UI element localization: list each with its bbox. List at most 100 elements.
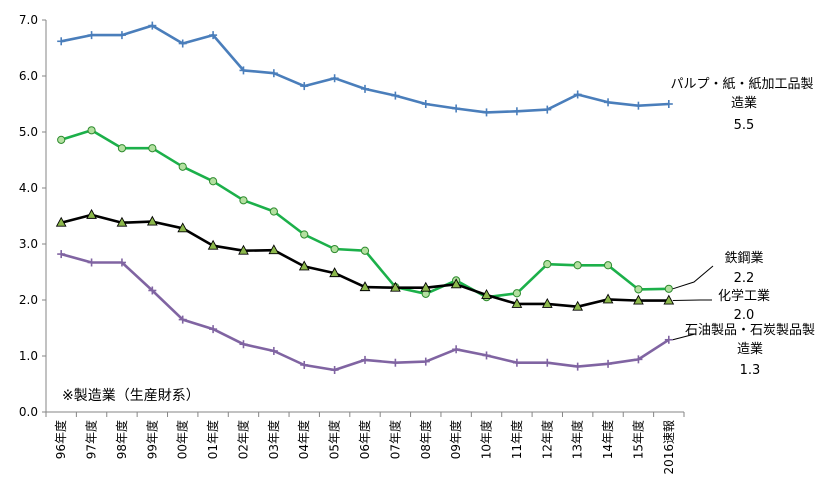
x-tick-label: 11年度: [509, 420, 524, 459]
y-tick-label: 6.0: [19, 69, 38, 83]
data-point: [359, 281, 371, 292]
data-point: [300, 82, 309, 91]
x-tick-label: 96年度: [53, 420, 68, 459]
x-tick-label: 2016速報: [662, 420, 676, 475]
x-tick-label: 05年度: [327, 420, 342, 459]
series-line-1: [60, 129, 669, 299]
data-point: [87, 258, 96, 267]
data-point: [269, 346, 278, 355]
data-point: [573, 90, 582, 99]
x-tick-label: 06年度: [357, 420, 372, 459]
data-point: [57, 135, 66, 144]
x-tick-label: 12年度: [539, 420, 554, 459]
series-value-label: 5.5: [734, 118, 755, 133]
x-tick-label: 00年度: [175, 420, 190, 459]
x-tick-label: 03年度: [266, 420, 281, 459]
data-point: [604, 359, 613, 368]
series-label: 化学工業: [718, 288, 770, 304]
data-point: [421, 100, 430, 108]
data-point: [511, 297, 523, 308]
data-point: [117, 258, 126, 267]
data-point: [664, 284, 673, 293]
data-point: [330, 244, 339, 254]
data-point: [209, 325, 218, 334]
data-point: [178, 39, 187, 48]
leader-line: [672, 299, 712, 302]
series-label: パルプ・紙・紙加工品製: [670, 77, 813, 92]
data-point: [116, 216, 128, 227]
data-point: [178, 162, 187, 171]
data-point: [572, 300, 584, 311]
data-point: [148, 286, 157, 295]
leader-line: [672, 333, 696, 341]
data-point: [208, 177, 218, 186]
data-point: [87, 31, 96, 40]
series-value-label: 1.3: [740, 363, 761, 378]
data-point: [177, 222, 189, 233]
data-point: [209, 31, 218, 40]
data-point: [390, 281, 401, 292]
data-point: [512, 358, 521, 367]
series-line-3: [60, 252, 670, 372]
data-point: [148, 21, 157, 30]
x-tick-label: 02年度: [235, 420, 250, 459]
data-point: [634, 355, 643, 364]
y-tick-label: 7.0: [19, 13, 38, 27]
data-point: [239, 196, 248, 205]
data-point: [146, 215, 158, 226]
data-point: [269, 207, 278, 216]
series-label: 石油製品・石炭製品製: [685, 323, 815, 338]
data-point: [300, 360, 309, 369]
data-point: [269, 69, 278, 78]
data-point: [482, 351, 491, 360]
y-tick-label: 0.0: [19, 405, 38, 419]
x-tick-label: 08年度: [418, 420, 433, 459]
data-point: [330, 366, 339, 374]
data-point: [541, 297, 553, 308]
series-value-label: 2.2: [734, 271, 755, 286]
data-point: [268, 244, 280, 255]
x-tick-label: 14年度: [600, 420, 615, 459]
data-point: [55, 216, 67, 227]
data-point: [452, 104, 461, 113]
data-point: [421, 357, 430, 366]
x-tick-label: 13年度: [570, 420, 585, 459]
y-tick-label: 5.0: [19, 125, 38, 139]
data-point: [178, 315, 187, 324]
data-point: [543, 358, 552, 367]
data-point: [117, 144, 127, 153]
data-point: [602, 293, 614, 304]
x-tick-label: 01年度: [205, 420, 220, 459]
x-tick-label: 15年度: [630, 420, 645, 459]
x-tick-label: 98年度: [114, 420, 129, 459]
data-point: [603, 261, 613, 270]
data-point: [86, 208, 97, 219]
x-tick-label: 04年度: [296, 420, 311, 459]
data-point: [239, 340, 248, 349]
data-point: [57, 37, 66, 46]
data-point: [238, 244, 249, 255]
data-point: [298, 260, 310, 271]
data-point: [207, 239, 219, 250]
data-point: [148, 144, 157, 153]
data-point: [391, 358, 400, 367]
data-point: [663, 294, 675, 305]
data-point: [329, 267, 340, 278]
series-group: [55, 21, 675, 374]
series-line-0: [60, 24, 669, 114]
data-point: [360, 246, 370, 255]
data-point: [330, 74, 339, 83]
data-point: [512, 107, 521, 116]
data-point: [87, 126, 96, 135]
data-point: [239, 66, 248, 75]
data-point: [450, 278, 462, 289]
data-point: [664, 335, 673, 344]
data-point: [604, 98, 613, 107]
y-tick-label: 4.0: [19, 181, 38, 195]
data-point: [634, 285, 643, 294]
data-point: [633, 294, 644, 305]
data-point: [361, 84, 369, 93]
series-label: 造業: [737, 341, 763, 357]
series-label: 造業: [731, 95, 757, 111]
